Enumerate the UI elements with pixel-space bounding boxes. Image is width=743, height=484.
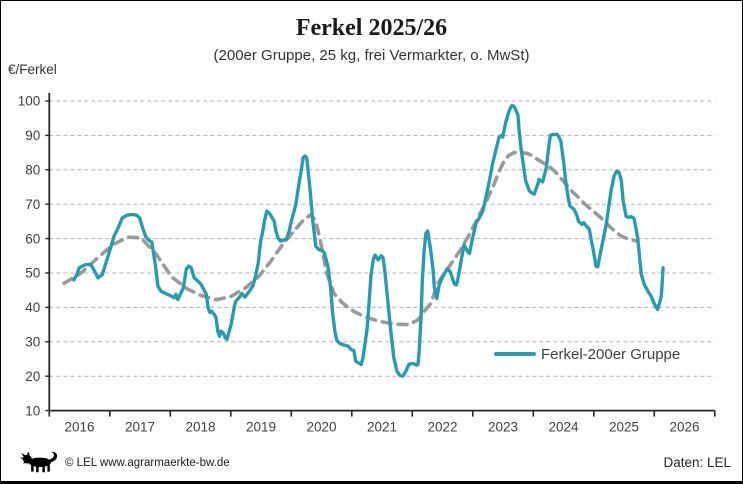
y-tick-label: 60 bbox=[25, 231, 40, 246]
y-tick-label: 80 bbox=[25, 163, 40, 178]
y-tick-label: 90 bbox=[25, 128, 40, 143]
page-subtitle: (200er Gruppe, 25 kg, frei Vermarkter, o… bbox=[213, 47, 530, 64]
x-tick-label: 2024 bbox=[549, 420, 580, 435]
y-tick-label: 20 bbox=[25, 369, 40, 384]
x-tick-label: 2023 bbox=[488, 420, 518, 435]
page-title: Ferkel 2025/26 bbox=[295, 15, 448, 41]
y-tick-label: 40 bbox=[25, 300, 40, 315]
series-line-ferkel bbox=[72, 103, 665, 378]
x-tick-label: 2019 bbox=[246, 420, 276, 435]
x-tick-label: 2022 bbox=[428, 420, 458, 435]
copyright-text: © LEL www.agrarmaerkte-bw.de bbox=[65, 457, 230, 469]
x-tick-label: 2025 bbox=[609, 420, 639, 435]
legend-series-label: Ferkel-200er Gruppe bbox=[541, 345, 681, 363]
y-tick-label: 100 bbox=[18, 94, 41, 109]
legend: Ferkel-200er Gruppe bbox=[494, 345, 680, 363]
x-tick-label: 2016 bbox=[65, 420, 95, 435]
x-tick-label: 2018 bbox=[186, 420, 216, 435]
legend-line-swatch bbox=[494, 351, 536, 357]
x-tick-label: 2017 bbox=[125, 420, 155, 435]
footer-branding: © LEL www.agrarmaerkte-bw.de bbox=[19, 450, 230, 476]
data-source-text: Daten: LEL bbox=[663, 455, 731, 470]
bw-lion-icon bbox=[19, 451, 57, 472]
x-tick-label: 2020 bbox=[307, 420, 337, 435]
trend-line bbox=[62, 150, 639, 327]
y-tick-label: 70 bbox=[25, 197, 40, 212]
y-tick-label: 30 bbox=[25, 335, 40, 350]
y-tick-label: 10 bbox=[25, 403, 40, 418]
y-tick-label: 50 bbox=[25, 266, 40, 281]
y-axis-unit-label: €/Ferkel bbox=[8, 62, 57, 77]
x-tick-label: 2021 bbox=[367, 420, 397, 435]
axis-lines bbox=[48, 93, 715, 412]
x-tick-label: 2026 bbox=[670, 420, 700, 435]
